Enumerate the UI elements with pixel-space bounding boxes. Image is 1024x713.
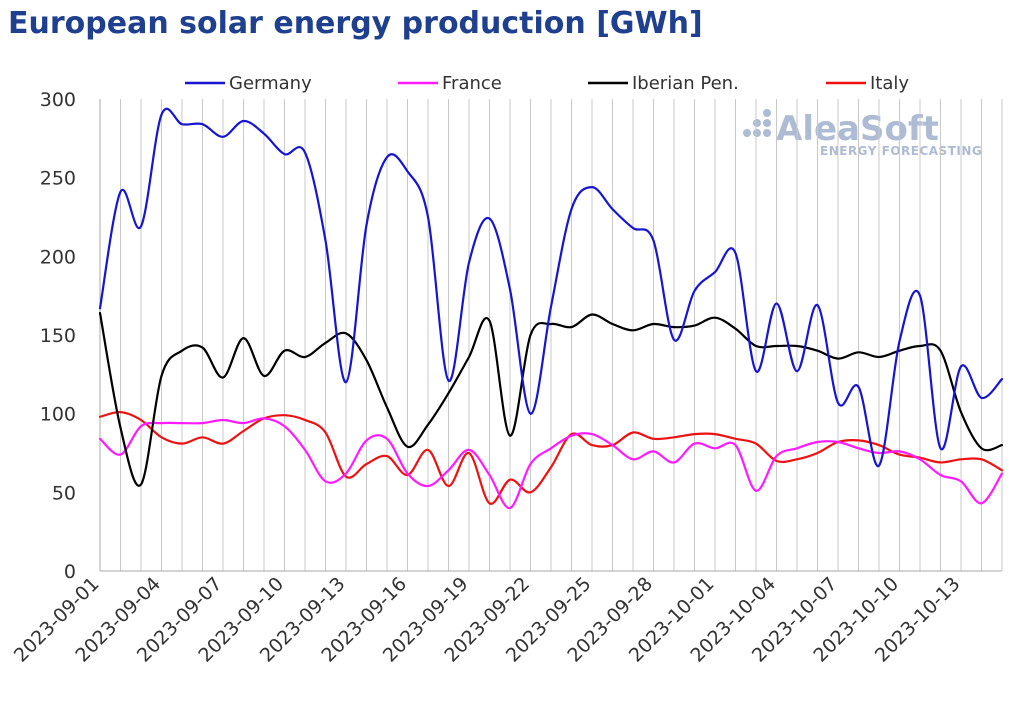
y-tick-label: 250 — [40, 168, 76, 190]
legend-label: Italy — [870, 73, 909, 94]
legend-label: Germany — [229, 73, 312, 94]
series-line-germany — [98, 107, 1004, 467]
axes — [99, 99, 1002, 572]
series-line-france — [98, 417, 1004, 510]
series-line-italy — [98, 410, 1004, 505]
legend-item-france: France — [398, 73, 502, 94]
legend-item-italy: Italy — [826, 73, 909, 94]
legend-item-germany: Germany — [185, 73, 312, 94]
legend-label: France — [442, 73, 502, 94]
y-tick-label: 200 — [40, 246, 76, 268]
x-axis-ticks: 2023-09-012023-09-042023-09-072023-09-10… — [10, 573, 965, 667]
vertical-gridlines — [99, 99, 1003, 571]
y-tick-label: 150 — [40, 325, 76, 347]
legend-item-iberian-pen: Iberian Pen. — [588, 73, 739, 94]
aleasoft-logo-icon — [743, 109, 771, 137]
series-line-iberian-pen — [98, 311, 1004, 487]
y-tick-label: 100 — [40, 404, 76, 426]
y-axis-ticks: 0 50 100 150 200 250 300 — [40, 89, 76, 583]
aleasoft-watermark: AleaSoft ENERGY FORECASTING — [743, 109, 982, 158]
series-lines — [98, 107, 1004, 510]
y-tick-label: 300 — [40, 89, 76, 111]
watermark-brand: AleaSoft — [776, 109, 939, 149]
chart-title: European solar energy production [GWh] — [8, 6, 703, 41]
legend: Germany France Iberian Pen. Italy — [185, 73, 909, 94]
watermark-tagline: ENERGY FORECASTING — [820, 144, 982, 158]
y-tick-label: 0 — [64, 561, 76, 583]
y-tick-label: 50 — [52, 482, 76, 504]
legend-label: Iberian Pen. — [632, 73, 739, 94]
